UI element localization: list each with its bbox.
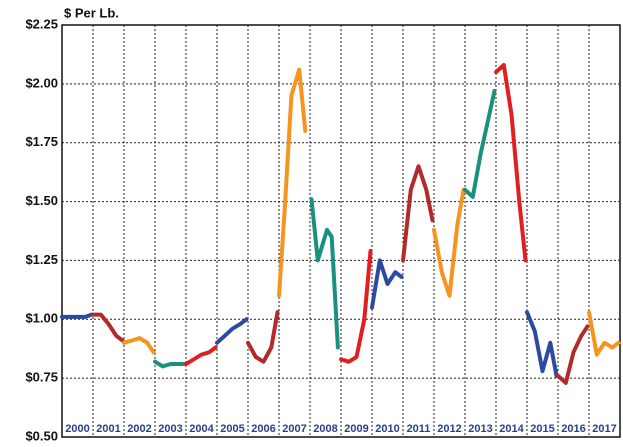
x-tick-label: 2002 bbox=[127, 423, 151, 435]
x-tick-label: 2012 bbox=[437, 423, 461, 435]
x-tick-label: 2007 bbox=[282, 423, 306, 435]
price-line bbox=[494, 63, 528, 263]
price-line bbox=[370, 258, 404, 310]
y-tick-label: $2.25 bbox=[25, 16, 58, 31]
y-tick-label: $1.25 bbox=[25, 252, 58, 267]
x-tick-label: 2004 bbox=[189, 423, 214, 435]
x-tick-label: 2014 bbox=[499, 423, 524, 435]
x-tick-label: 2006 bbox=[251, 423, 275, 435]
y-axis-label: $ Per Lb. bbox=[64, 5, 119, 20]
price-line bbox=[246, 310, 280, 364]
price-line bbox=[215, 317, 249, 345]
y-tick-label: $1.75 bbox=[25, 134, 58, 149]
x-tick-label: 2016 bbox=[561, 423, 585, 435]
x-tick-label: 2008 bbox=[313, 423, 337, 435]
price-line bbox=[432, 187, 466, 298]
price-line bbox=[463, 88, 497, 199]
price-line bbox=[60, 312, 94, 319]
y-tick-label: $1.00 bbox=[25, 311, 58, 326]
price-line bbox=[556, 324, 590, 385]
price-line bbox=[339, 249, 373, 364]
x-tick-label: 2005 bbox=[220, 423, 244, 435]
price-line bbox=[91, 312, 125, 343]
x-tick-label: 2001 bbox=[96, 423, 120, 435]
y-tick-label: $0.75 bbox=[25, 370, 58, 385]
y-tick-label: $2.00 bbox=[25, 75, 58, 90]
x-tick-label: 2013 bbox=[468, 423, 492, 435]
price-line bbox=[277, 67, 308, 298]
price-line bbox=[153, 359, 187, 369]
y-tick-label: $1.50 bbox=[25, 193, 58, 208]
price-line bbox=[401, 164, 435, 263]
x-tick-label: 2009 bbox=[344, 423, 368, 435]
price-line bbox=[184, 345, 218, 366]
x-tick-label: 2010 bbox=[375, 423, 399, 435]
price-line bbox=[525, 310, 559, 378]
y-tick-label: $0.50 bbox=[25, 428, 58, 443]
x-tick-label: 2000 bbox=[65, 423, 89, 435]
price-line bbox=[587, 310, 621, 357]
x-tick-label: 2011 bbox=[407, 423, 431, 435]
price-line bbox=[122, 336, 156, 355]
x-tick-label: 2015 bbox=[530, 423, 554, 435]
x-tick-label: 2003 bbox=[158, 423, 182, 435]
x-tick-label: 2017 bbox=[592, 423, 616, 435]
price-line bbox=[309, 197, 340, 350]
